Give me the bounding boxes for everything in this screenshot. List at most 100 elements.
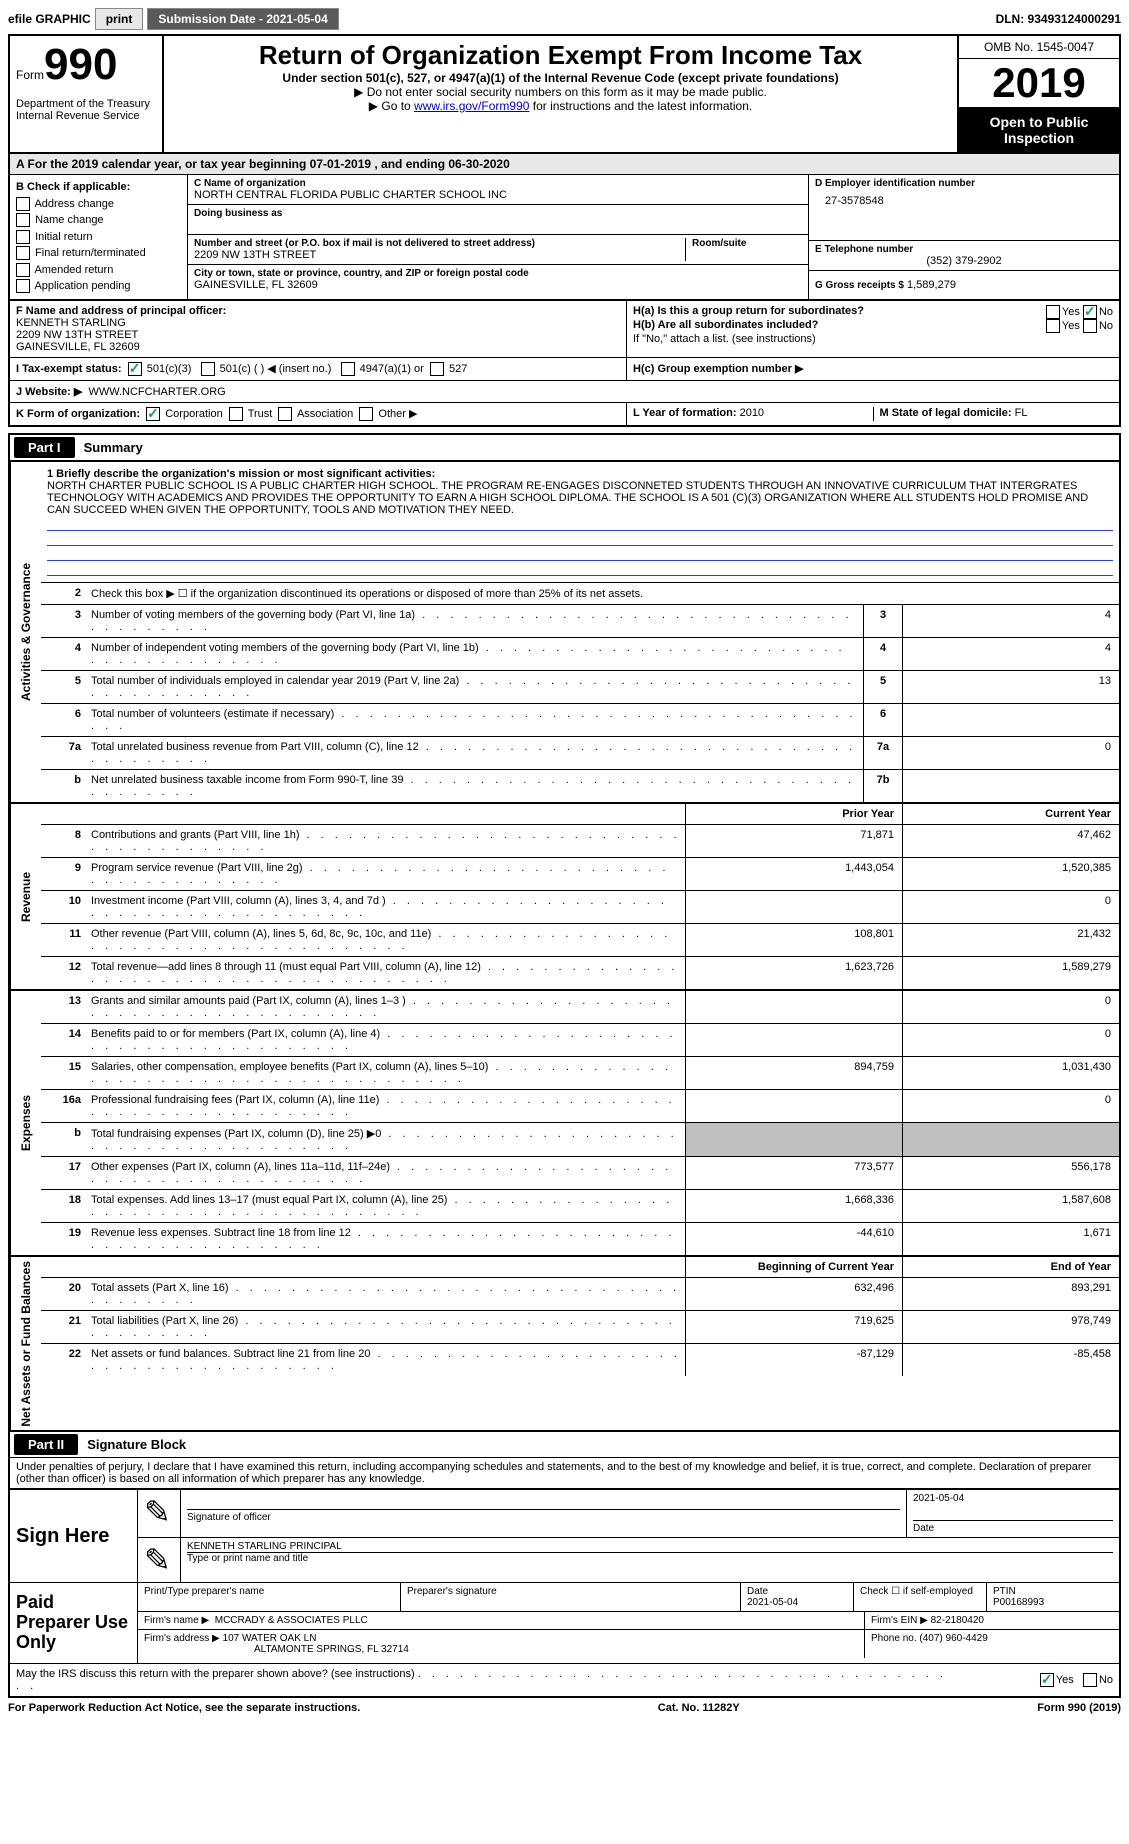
may-irs-no-check[interactable] (1083, 1673, 1097, 1687)
note2-pre: ▶ Go to (369, 99, 414, 113)
opt-other: Other ▶ (378, 408, 417, 420)
efile-label: efile GRAPHIC (8, 12, 91, 26)
irs-link[interactable]: www.irs.gov/Form990 (414, 99, 529, 113)
dln-label: DLN: 93493124000291 (996, 12, 1121, 26)
hb-yes-check[interactable] (1046, 319, 1060, 333)
form-org-label: K Form of organization: (16, 408, 140, 420)
note2-post: for instructions and the latest informat… (529, 99, 752, 113)
opt-trust: Trust (248, 408, 273, 420)
sig-date-value: 2021-05-04 (913, 1493, 1113, 1504)
check-527[interactable] (430, 362, 444, 376)
table-row: 9Program service revenue (Part VIII, lin… (41, 858, 1119, 891)
phone-label: E Telephone number (815, 244, 1113, 255)
top-bar: efile GRAPHIC print Submission Date - 20… (8, 8, 1121, 30)
table-row: 11Other revenue (Part VIII, column (A), … (41, 924, 1119, 957)
section-b-title: B Check if applicable: (16, 179, 181, 196)
check-association[interactable] (278, 407, 292, 421)
form-header: Form990 Department of the Treasury Inter… (8, 34, 1121, 154)
summary-revenue: Revenue Prior Year Current Year 8Contrib… (8, 804, 1121, 991)
col-eoy: End of Year (902, 1257, 1119, 1277)
table-row: 18Total expenses. Add lines 13–17 (must … (41, 1190, 1119, 1223)
check-initial-return[interactable] (16, 230, 30, 244)
hb-no-check[interactable] (1083, 319, 1097, 333)
period-row: A For the 2019 calendar year, or tax yea… (8, 154, 1121, 175)
check-501c[interactable] (201, 362, 215, 376)
info-block: B Check if applicable: Address change Na… (8, 175, 1121, 301)
opt-name-change: Name change (35, 214, 104, 226)
part1-bar: Part I Summary (8, 433, 1121, 460)
check-4947[interactable] (341, 362, 355, 376)
revenue-content: Prior Year Current Year 8Contributions a… (41, 804, 1119, 989)
check-address-change[interactable] (16, 197, 30, 211)
row-klm: K Form of organization: Corporation Trus… (8, 403, 1121, 427)
header-left: Form990 Department of the Treasury Inter… (10, 36, 164, 152)
form-word: Form (16, 68, 44, 82)
netassets-header-row: Beginning of Current Year End of Year (41, 1257, 1119, 1278)
check-501c3[interactable] (128, 362, 142, 376)
sign-here-row: Sign Here ✎ Signature of officer 2021-05… (10, 1490, 1119, 1583)
officer-label: F Name and address of principal officer: (16, 305, 620, 317)
opt-corporation: Corporation (165, 408, 222, 420)
firm-addr-label: Firm's address ▶ (144, 1633, 220, 1644)
expenses-content: 13Grants and similar amounts paid (Part … (41, 991, 1119, 1255)
section-k: K Form of organization: Corporation Trus… (10, 403, 626, 425)
section-d: D Employer identification number 27-3578… (809, 175, 1119, 241)
ein-label: D Employer identification number (815, 178, 1113, 189)
section-deg: D Employer identification number 27-3578… (809, 175, 1119, 299)
state-domicile-label: M State of legal domicile: (880, 407, 1012, 419)
sign-here-label: Sign Here (10, 1490, 138, 1582)
section-i: I Tax-exempt status: 501(c)(3) 501(c) ( … (10, 358, 626, 380)
website-value: WWW.NCFCHARTER.ORG (88, 386, 225, 398)
org-name-label: C Name of organization (194, 178, 802, 189)
gov-line: 4Number of independent voting members of… (41, 638, 1119, 671)
form-title: Return of Organization Exempt From Incom… (172, 40, 949, 71)
self-employed-check: Check ☐ if self-employed (854, 1583, 987, 1611)
check-final-return[interactable] (16, 246, 30, 260)
form-subtitle: Under section 501(c), 527, or 4947(a)(1)… (172, 71, 949, 85)
gross-value: 1,589,279 (907, 279, 956, 291)
cell-org-name: C Name of organization NORTH CENTRAL FLO… (188, 175, 808, 205)
table-row: 21Total liabilities (Part X, line 26)719… (41, 1311, 1119, 1344)
inspection-badge: Open to Public Inspection (959, 108, 1119, 152)
summary-expenses: Expenses 13Grants and similar amounts pa… (8, 991, 1121, 1257)
check-trust[interactable] (229, 407, 243, 421)
city-label: City or town, state or province, country… (194, 268, 802, 279)
firm-name-label: Firm's name ▶ (144, 1615, 209, 1626)
city-value: GAINESVILLE, FL 32609 (194, 279, 802, 291)
prep-date-value: 2021-05-04 (747, 1597, 847, 1608)
dba-label: Doing business as (194, 208, 802, 219)
check-other[interactable] (359, 407, 373, 421)
mission-label: 1 Briefly describe the organization's mi… (47, 468, 435, 480)
table-row: 20Total assets (Part X, line 16)632,4968… (41, 1278, 1119, 1311)
check-amended-return[interactable] (16, 263, 30, 277)
dept-label: Department of the Treasury Internal Reve… (16, 98, 156, 122)
check-name-change[interactable] (16, 213, 30, 227)
tax-year: 2019 (959, 59, 1119, 108)
cell-dba: Doing business as (188, 205, 808, 235)
opt-final-return: Final return/terminated (35, 247, 146, 259)
row-j: J Website: ▶ WWW.NCFCHARTER.ORG (8, 381, 1121, 403)
print-button[interactable]: print (95, 8, 144, 30)
part2-bar: Part II Signature Block (8, 1432, 1121, 1457)
paid-preparer-row: Paid Preparer Use Only Print/Type prepar… (10, 1583, 1119, 1663)
table-row: 14Benefits paid to or for members (Part … (41, 1024, 1119, 1057)
opt-4947: 4947(a)(1) or (360, 363, 424, 375)
ein-value: 27-3578548 (815, 189, 1113, 207)
part2-header: Part II (14, 1434, 78, 1455)
firm-ein-value: 82-2180420 (931, 1615, 984, 1626)
section-c-wrapper: C Name of organization NORTH CENTRAL FLO… (188, 175, 809, 299)
ha-no-check[interactable] (1083, 305, 1097, 319)
firm-addr2: ALTAMONTE SPRINGS, FL 32714 (144, 1644, 409, 1655)
form-note-2: ▶ Go to www.irs.gov/Form990 for instruct… (172, 99, 949, 113)
ha-yes-check[interactable] (1046, 305, 1060, 319)
col-prior-year: Prior Year (685, 804, 902, 824)
prep-sig-label: Preparer's signature (407, 1586, 734, 1597)
year-formation-value: 2010 (740, 407, 764, 419)
opt-501c: 501(c) ( ) ◀ (insert no.) (220, 363, 332, 375)
table-row: 19Revenue less expenses. Subtract line 1… (41, 1223, 1119, 1255)
part1-title: Summary (84, 440, 143, 455)
check-application-pending[interactable] (16, 279, 30, 293)
firm-phone-value: (407) 960-4429 (919, 1633, 987, 1644)
may-irs-yes-check[interactable] (1040, 1673, 1054, 1687)
check-corporation[interactable] (146, 407, 160, 421)
